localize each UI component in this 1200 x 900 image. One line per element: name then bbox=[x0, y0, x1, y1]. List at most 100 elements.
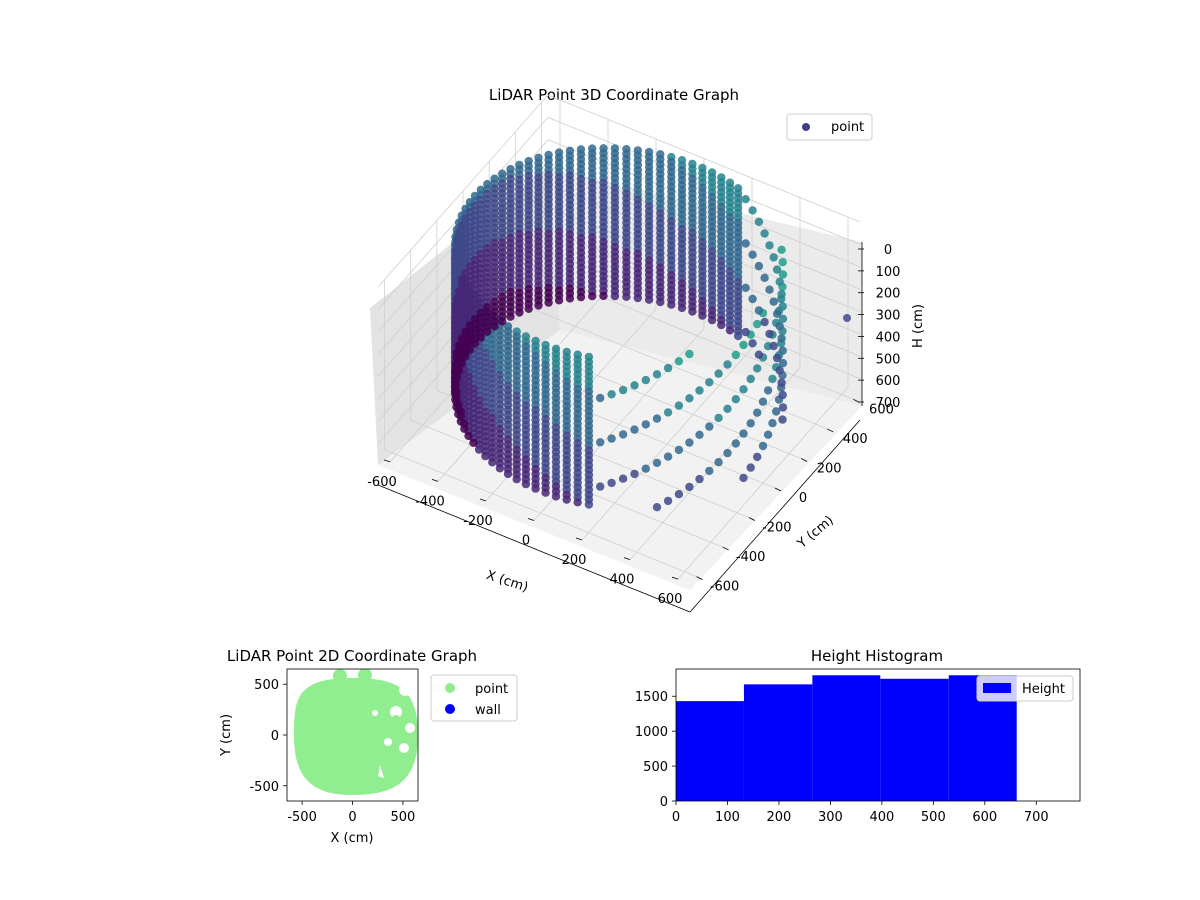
data-point-3d bbox=[641, 375, 650, 385]
data-point-3d bbox=[584, 500, 594, 509]
data-point-3d bbox=[450, 387, 460, 397]
x-tick-label-3d: -200 bbox=[463, 514, 493, 529]
data-point-3d bbox=[731, 350, 740, 360]
data-point-3d bbox=[695, 430, 704, 439]
point-2d-blob bbox=[358, 669, 372, 682]
data-point-3d bbox=[596, 393, 605, 403]
data-point-3d bbox=[573, 498, 582, 507]
data-point-3d bbox=[685, 438, 694, 447]
data-point-3d bbox=[723, 404, 732, 413]
y-tick-label-2d: -500 bbox=[249, 780, 279, 795]
data-point-3d bbox=[753, 364, 762, 373]
data-point-3d bbox=[760, 229, 769, 238]
data-point-3d bbox=[663, 496, 673, 506]
data-point-3d bbox=[746, 419, 755, 428]
data-point-3d bbox=[754, 350, 764, 359]
data-point-3d bbox=[705, 378, 714, 387]
data-point-3d bbox=[674, 401, 684, 410]
z-tick-label-3d: 500 bbox=[876, 352, 901, 367]
point-2d-gap bbox=[384, 738, 392, 746]
x-tick-3d bbox=[383, 459, 391, 463]
x-tick-label-3d: 200 bbox=[562, 553, 587, 568]
hist-bar bbox=[676, 701, 744, 801]
data-point-3d bbox=[778, 258, 787, 267]
data-point-3d bbox=[723, 360, 732, 369]
hist-bar bbox=[743, 684, 813, 801]
data-point-3d bbox=[705, 422, 714, 431]
y-tick-label-hist: 1000 bbox=[635, 725, 668, 740]
y-axis-label-3d: Y (cm) bbox=[794, 513, 837, 552]
x-tick-label-hist: 600 bbox=[972, 810, 997, 825]
data-point-3d bbox=[765, 329, 774, 339]
grid-line bbox=[377, 116, 861, 310]
data-point-3d bbox=[562, 495, 571, 504]
y-tick-label-3d: 0 bbox=[799, 491, 807, 506]
data-point-3d bbox=[769, 297, 778, 306]
chart-3d-title: LiDAR Point 3D Coordinate Graph bbox=[489, 86, 739, 104]
data-point-3d bbox=[778, 314, 788, 323]
data-point-3d bbox=[765, 285, 774, 294]
data-point-3d bbox=[741, 283, 750, 292]
data-point-3d bbox=[843, 314, 851, 322]
x-tick-label-2d: -500 bbox=[287, 810, 317, 825]
x-tick-label-2d: 0 bbox=[348, 810, 356, 825]
data-point-3d bbox=[741, 239, 750, 248]
point-2d-blob bbox=[400, 735, 408, 743]
y-ticks-hist: 0 500 1000 1500 bbox=[635, 690, 676, 810]
x-tick-label-3d: -600 bbox=[367, 475, 397, 490]
data-point-3d bbox=[748, 206, 757, 215]
data-point-3d bbox=[652, 503, 662, 512]
z-tick-label-3d: 100 bbox=[876, 265, 901, 280]
y-tick-label-3d: -200 bbox=[762, 521, 792, 536]
y-tick-3d bbox=[696, 576, 703, 580]
data-point-3d bbox=[656, 297, 665, 307]
data-point-3d bbox=[753, 319, 762, 329]
x-tick-3d bbox=[671, 576, 679, 580]
legend-2d-label-wall: wall bbox=[475, 703, 501, 718]
data-point-3d bbox=[688, 307, 697, 316]
chart-3d: LiDAR Point 3D Coordinate Graph -600 -400… bbox=[367, 86, 926, 613]
x-axis-label-2d: X (cm) bbox=[331, 831, 374, 846]
data-point-3d bbox=[544, 298, 553, 307]
data-point-3d bbox=[576, 292, 586, 302]
data-point-3d bbox=[775, 277, 784, 286]
x-axis-label-3d: X (cm) bbox=[484, 568, 530, 596]
data-point-3d bbox=[685, 349, 694, 359]
data-point-3d bbox=[763, 386, 773, 395]
data-point-3d bbox=[748, 250, 757, 259]
data-point-3d bbox=[490, 322, 499, 331]
chart-2d: LiDAR Point 2D Coordinate Graph -500 0 500… bbox=[219, 647, 518, 846]
grid-line bbox=[581, 347, 753, 541]
data-point-3d bbox=[503, 469, 513, 479]
data-point-3d bbox=[454, 366, 464, 375]
y-tick-3d bbox=[722, 546, 729, 551]
data-point-3d bbox=[714, 413, 723, 423]
data-point-3d bbox=[754, 261, 764, 271]
data-point-3d bbox=[512, 475, 521, 484]
point-2d-gap bbox=[399, 684, 411, 696]
y-tick-label-hist: 0 bbox=[660, 795, 668, 810]
legend-hist-box bbox=[976, 675, 1074, 702]
y-axis-label-2d: Y (cm) bbox=[219, 714, 234, 757]
data-point-3d bbox=[618, 474, 628, 483]
data-point-3d bbox=[772, 407, 781, 416]
data-point-3d bbox=[739, 385, 748, 394]
data-point-3d bbox=[630, 425, 639, 434]
y-tick-label-3d: 400 bbox=[843, 432, 868, 447]
data-point-3d bbox=[746, 374, 755, 384]
data-point-3d bbox=[495, 464, 505, 473]
data-point-3d bbox=[524, 304, 533, 313]
x-tick-label-3d: 400 bbox=[610, 573, 635, 588]
data-point-3d bbox=[739, 429, 748, 438]
grid-line bbox=[377, 94, 861, 288]
data-point-3d bbox=[464, 431, 473, 441]
z-tick-label-3d: 400 bbox=[876, 330, 901, 345]
legend-3d-box bbox=[786, 113, 873, 141]
data-point-3d bbox=[698, 311, 707, 320]
data-point-3d bbox=[652, 458, 662, 468]
x-ticks-3d: -600 -400 -200 0 200 400 600 bbox=[367, 459, 682, 607]
data-point-3d bbox=[470, 339, 480, 348]
z-tick-label-3d: 0 bbox=[884, 243, 892, 258]
data-point-3d bbox=[607, 434, 616, 443]
data-point-3d bbox=[778, 302, 787, 311]
